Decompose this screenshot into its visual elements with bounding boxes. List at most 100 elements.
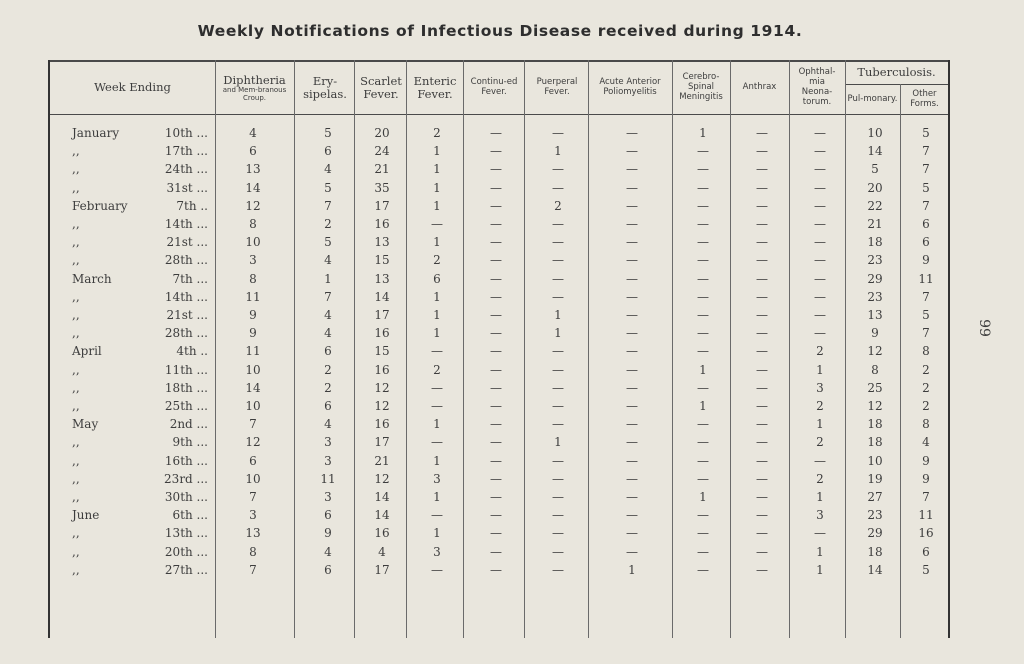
table-cell: 13: [245, 162, 261, 177]
table-cell: 2: [324, 217, 332, 231]
table-cell: 21: [374, 162, 390, 177]
table-cell: 5: [324, 180, 332, 195]
table-cell: —: [626, 471, 638, 486]
table-cell: 7: [324, 289, 332, 304]
table-cell: —: [697, 235, 709, 250]
table-cell: —: [697, 526, 709, 541]
table-cell: 25: [867, 380, 883, 395]
header-bottom-rule: [48, 114, 950, 115]
table-cell: —: [626, 271, 638, 286]
table-cell: 15: [374, 344, 390, 359]
row-week-day: 25th ...: [164, 399, 208, 413]
table-cell: —: [552, 162, 564, 177]
table-cell: —: [697, 180, 709, 195]
table-cell: 4: [324, 253, 332, 268]
table-cell: 1: [699, 362, 707, 377]
table-cell: —: [814, 180, 826, 195]
table-cell: —: [697, 562, 709, 577]
table-cell: 1: [816, 562, 824, 577]
table-cell: —: [490, 253, 502, 268]
table-cell: 14: [867, 144, 883, 159]
page-number: 99: [975, 319, 992, 337]
header-tuberculosis: Tuberculosis.: [857, 65, 936, 80]
table-cell: 4: [324, 326, 332, 341]
table-cell: —: [756, 562, 768, 577]
table-cell: 1: [433, 162, 441, 177]
table-cell: 2: [816, 435, 824, 450]
table-cell: —: [490, 562, 502, 577]
table-cell: —: [552, 417, 564, 432]
row-week-day: 7th ...: [172, 271, 208, 286]
table-cell: —: [697, 471, 709, 486]
table-cell: 16: [374, 362, 390, 377]
table-cell: —: [756, 435, 768, 450]
table-cell: —: [552, 271, 564, 286]
table-cell: —: [490, 490, 502, 504]
table-cell: —: [552, 253, 564, 268]
table-cell: —: [431, 399, 443, 413]
table-cell: —: [697, 544, 709, 559]
table-cell: —: [697, 453, 709, 468]
table-cell: —: [814, 144, 826, 159]
table-cell: —: [552, 399, 564, 413]
table-cell: 10: [245, 399, 261, 413]
table-cell: —: [756, 399, 768, 413]
row-week-day: 6th ...: [172, 508, 208, 523]
table-cell: 16: [374, 217, 390, 231]
table-cell: 24: [374, 144, 390, 159]
table-cell: —: [697, 380, 709, 395]
table-cell: 6: [324, 344, 332, 359]
table-cell: 11: [320, 471, 336, 486]
table-cell: —: [490, 508, 502, 523]
row-week-day: 28th ...: [164, 326, 208, 341]
table-cell: 9: [249, 326, 257, 341]
table-cell: 1: [816, 417, 824, 432]
table-cell: 7: [324, 198, 332, 213]
table-cell: 8: [922, 417, 930, 432]
table-cell: 6: [324, 399, 332, 413]
row-month: ,,: [72, 471, 80, 486]
table-cell: 14: [374, 508, 390, 523]
table-cell: 6: [324, 144, 332, 159]
table-cell: —: [756, 344, 768, 359]
table-cell: 2: [816, 344, 824, 359]
table-cell: —: [626, 435, 638, 450]
table-cell: —: [490, 435, 502, 450]
table-cell: —: [626, 508, 638, 523]
row-month: ,,: [72, 253, 80, 268]
row-week-day: 30th ...: [164, 490, 208, 504]
header-week-ending: Week Ending: [94, 80, 171, 95]
row-week-day: 21st ...: [166, 235, 208, 250]
table-cell: —: [552, 526, 564, 541]
table-cell: 4: [324, 417, 332, 432]
table-cell: —: [626, 362, 638, 377]
row-month: ,,: [72, 435, 80, 450]
table-cell: —: [626, 399, 638, 413]
table-cell: —: [626, 308, 638, 322]
table-cell: —: [697, 326, 709, 341]
table-cell: —: [756, 180, 768, 195]
table-cell: —: [697, 271, 709, 286]
table-cell: —: [490, 180, 502, 195]
row-month: ,,: [72, 362, 80, 377]
row-week-day: 21st ...: [166, 308, 208, 322]
table-cell: —: [490, 362, 502, 377]
table-cell: —: [431, 217, 443, 231]
table-cell: —: [626, 198, 638, 213]
table-cell: —: [490, 344, 502, 359]
header-other-forms: Other Forms.: [910, 88, 939, 109]
table-cell: —: [552, 289, 564, 304]
table-cell: 2: [922, 362, 930, 377]
table-cell: —: [626, 526, 638, 541]
table-cell: 3: [816, 508, 824, 523]
table-cell: —: [552, 180, 564, 195]
table-cell: —: [552, 126, 564, 140]
table-cell: 7: [922, 326, 930, 341]
table-cell: 14: [245, 380, 261, 395]
row-week-day: 28th ...: [164, 253, 208, 268]
table-cell: —: [697, 508, 709, 523]
table-cell: 3: [324, 490, 332, 504]
table-cell: 8: [249, 217, 257, 231]
col-rule-1: [215, 60, 216, 638]
table-cell: —: [552, 362, 564, 377]
